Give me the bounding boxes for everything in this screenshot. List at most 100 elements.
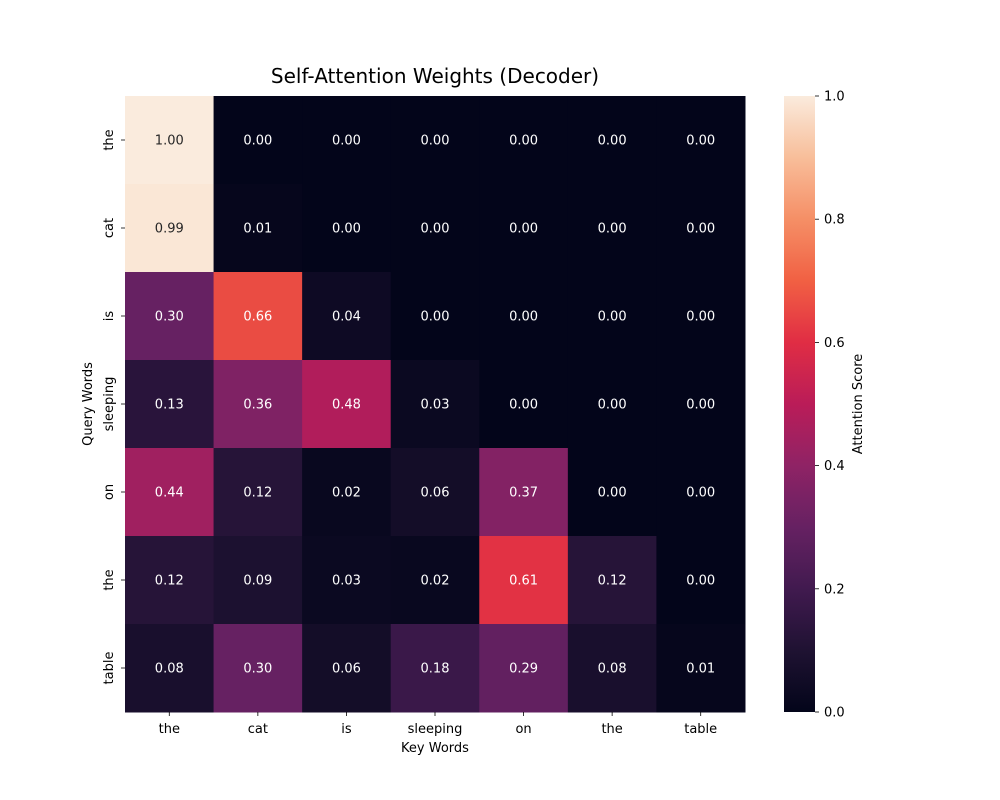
heatmap-cell <box>213 536 303 625</box>
cell-value-label: 0.03 <box>421 398 450 413</box>
colorbar-label: Attention Score <box>851 354 866 455</box>
heatmap-cell <box>390 624 480 713</box>
cell-value-label: 0.01 <box>243 222 272 237</box>
colorbar-tick-label: 0.6 <box>824 336 845 351</box>
heatmap-cell <box>302 272 392 361</box>
cell-value-label: 0.04 <box>332 310 361 325</box>
heatmap-cell <box>125 184 215 273</box>
heatmap-cell <box>567 536 657 625</box>
cell-value-label: 0.00 <box>421 222 450 237</box>
heatmap-cell <box>479 536 569 625</box>
y-axis-label: Query Words <box>81 362 96 446</box>
cell-value-label: 0.00 <box>421 134 450 149</box>
colorbar-tick-label: 0.2 <box>824 582 845 597</box>
heatmap-cell <box>125 536 215 625</box>
cell-value-label: 0.48 <box>332 398 361 413</box>
colorbar-tick-label: 0.0 <box>824 706 845 721</box>
cell-value-label: 0.00 <box>686 134 715 149</box>
cell-value-label: 0.00 <box>509 310 538 325</box>
heatmap-cell <box>567 96 657 185</box>
heatmap-cell <box>125 624 215 713</box>
colorbar <box>784 96 815 712</box>
cell-value-label: 0.61 <box>509 574 538 589</box>
cell-value-label: 0.12 <box>155 574 184 589</box>
cell-value-label: 0.00 <box>421 310 450 325</box>
x-tick-label: cat <box>248 722 268 737</box>
colorbar-tick-label: 1.0 <box>824 90 845 105</box>
cell-value-label: 0.00 <box>509 134 538 149</box>
cell-value-label: 0.12 <box>243 486 272 501</box>
chart-title: Self-Attention Weights (Decoder) <box>271 64 599 88</box>
heatmap-cell <box>390 360 480 449</box>
y-tick-label: the <box>102 569 117 590</box>
cell-value-label: 0.13 <box>155 398 184 413</box>
x-tick-label: sleeping <box>408 722 463 737</box>
heatmap-cell <box>390 184 480 273</box>
y-tick-label: on <box>102 484 117 500</box>
heatmap-cell <box>213 448 303 537</box>
heatmap-cell <box>302 184 392 273</box>
heatmap-cell <box>302 448 392 537</box>
heatmap-cell <box>213 96 303 185</box>
y-tick-label: table <box>102 652 117 685</box>
cell-value-label: 0.03 <box>332 574 361 589</box>
heatmap-cell <box>302 536 392 625</box>
heatmap-cell <box>302 624 392 713</box>
heatmap-cell <box>213 184 303 273</box>
heatmap-cell <box>656 360 746 449</box>
heatmap-cell <box>656 96 746 185</box>
cell-value-label: 0.00 <box>598 134 627 149</box>
cell-value-label: 0.06 <box>332 662 361 677</box>
heatmap-cell <box>567 184 657 273</box>
heatmap-cell <box>125 448 215 537</box>
cell-value-label: 0.00 <box>598 222 627 237</box>
cell-value-label: 0.00 <box>243 134 272 149</box>
heatmap-cell <box>479 96 569 185</box>
cell-value-label: 0.00 <box>598 398 627 413</box>
cell-value-label: 0.00 <box>332 134 361 149</box>
cell-value-label: 0.12 <box>598 574 627 589</box>
heatmap-cell <box>302 360 392 449</box>
heatmap-cell <box>656 624 746 713</box>
cell-value-label: 0.00 <box>686 310 715 325</box>
y-tick-label: the <box>102 129 117 150</box>
heatmap-cell <box>390 272 480 361</box>
x-tick-label: the <box>601 722 622 737</box>
cell-value-label: 0.08 <box>598 662 627 677</box>
cell-value-label: 0.18 <box>421 662 450 677</box>
heatmap-cell <box>656 184 746 273</box>
y-tick-label: is <box>102 311 117 322</box>
x-tick-label: on <box>515 722 531 737</box>
cell-value-label: 0.99 <box>155 222 184 237</box>
cell-value-label: 0.08 <box>155 662 184 677</box>
cell-value-label: 0.00 <box>686 574 715 589</box>
heatmap-cell <box>213 360 303 449</box>
cell-value-label: 0.00 <box>598 486 627 501</box>
heatmap-cell <box>125 96 215 185</box>
heatmap-cell <box>125 272 215 361</box>
heatmap-cell <box>479 360 569 449</box>
heatmap-cell <box>479 624 569 713</box>
heatmap-cell <box>125 360 215 449</box>
heatmap-cell <box>567 272 657 361</box>
heatmap-cell <box>656 272 746 361</box>
heatmap-cell <box>479 184 569 273</box>
heatmap-cell <box>567 448 657 537</box>
cell-value-label: 0.37 <box>509 486 538 501</box>
heatmap-cell <box>213 272 303 361</box>
cell-value-label: 0.09 <box>243 574 272 589</box>
heatmap-cell <box>567 624 657 713</box>
heatmap-cell <box>567 360 657 449</box>
cell-value-label: 0.30 <box>155 310 184 325</box>
heatmap-cell <box>213 624 303 713</box>
x-tick-label: is <box>341 722 352 737</box>
colorbar-tick-label: 0.4 <box>824 459 845 474</box>
cell-value-label: 0.00 <box>686 486 715 501</box>
colorbar-tick-label: 0.8 <box>824 213 845 228</box>
x-axis-label: Key Words <box>401 741 469 756</box>
cell-value-label: 0.00 <box>686 222 715 237</box>
heatmap-cell <box>390 96 480 185</box>
heatmap-cell <box>656 536 746 625</box>
cell-value-label: 1.00 <box>155 134 184 149</box>
cell-value-label: 0.00 <box>509 398 538 413</box>
